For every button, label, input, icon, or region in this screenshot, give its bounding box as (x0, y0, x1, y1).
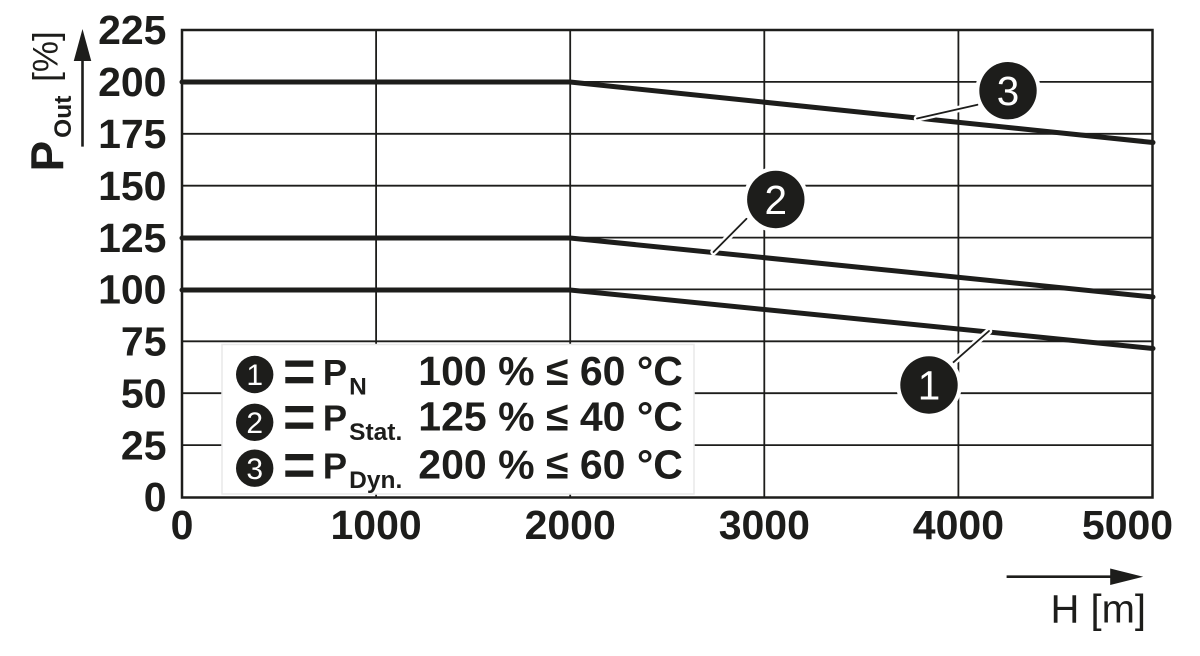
svg-text:H [m]: H [m] (1050, 588, 1146, 632)
svg-text:2: 2 (765, 177, 788, 223)
svg-text:3000: 3000 (719, 502, 810, 548)
svg-text:1000: 1000 (330, 502, 421, 548)
svg-text:4000: 4000 (913, 502, 1004, 548)
svg-text:0: 0 (171, 502, 194, 548)
svg-text:1: 1 (246, 359, 263, 392)
svg-text:100: 100 (98, 267, 166, 313)
svg-text:200: 200 (98, 59, 166, 105)
svg-text:175: 175 (98, 111, 166, 157)
svg-text:0: 0 (144, 474, 167, 520)
svg-text:25: 25 (121, 422, 167, 468)
svg-text:125: 125 (98, 215, 166, 261)
svg-text:1: 1 (918, 362, 941, 408)
svg-text:5000: 5000 (1082, 502, 1173, 548)
svg-text:2000: 2000 (525, 502, 616, 548)
svg-text:100 % ≤ 60 °C: 100 % ≤ 60 °C (418, 348, 683, 394)
svg-text:225: 225 (98, 7, 166, 53)
svg-text:3: 3 (997, 68, 1020, 114)
svg-text:200 % ≤ 60 °C: 200 % ≤ 60 °C (418, 442, 683, 488)
svg-text:150: 150 (98, 163, 166, 209)
svg-text:125 % ≤ 40 °C: 125 % ≤ 40 °C (418, 394, 683, 440)
svg-text:75: 75 (121, 319, 167, 365)
svg-text:3: 3 (246, 453, 263, 486)
svg-text:50: 50 (121, 370, 167, 416)
svg-text:2: 2 (246, 407, 263, 440)
